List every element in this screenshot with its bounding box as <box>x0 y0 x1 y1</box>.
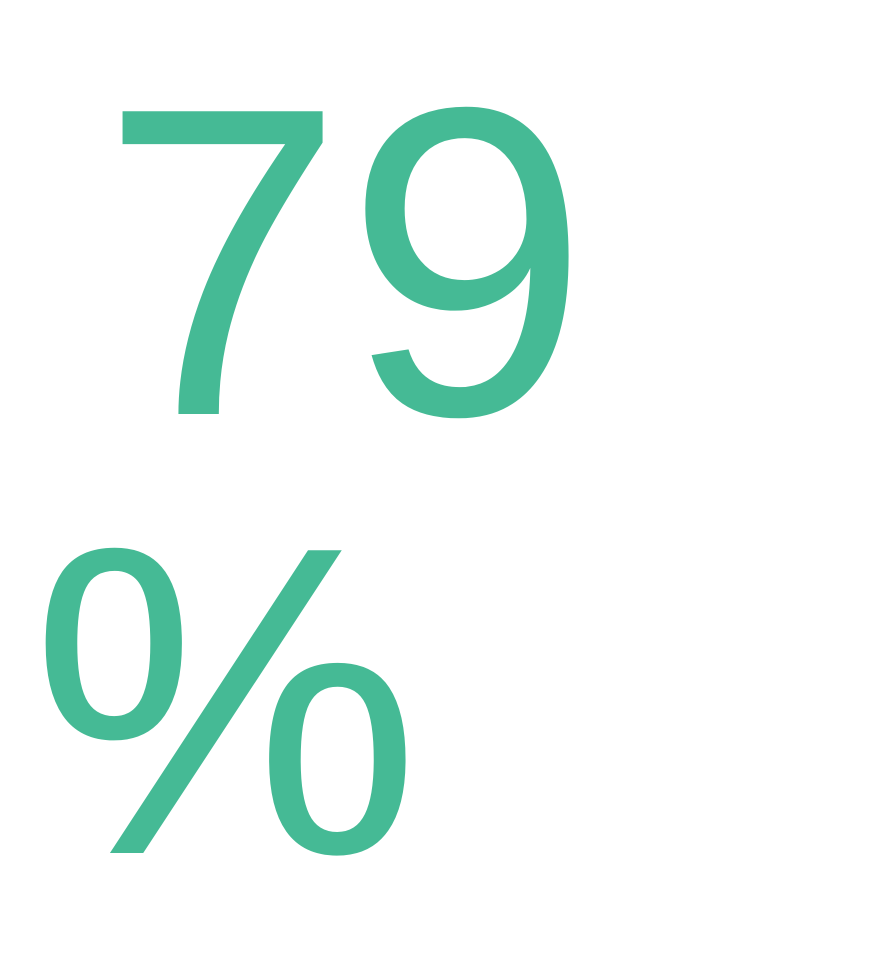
percent-sign: % <box>30 456 422 947</box>
stat-number: 79 <box>100 17 590 508</box>
